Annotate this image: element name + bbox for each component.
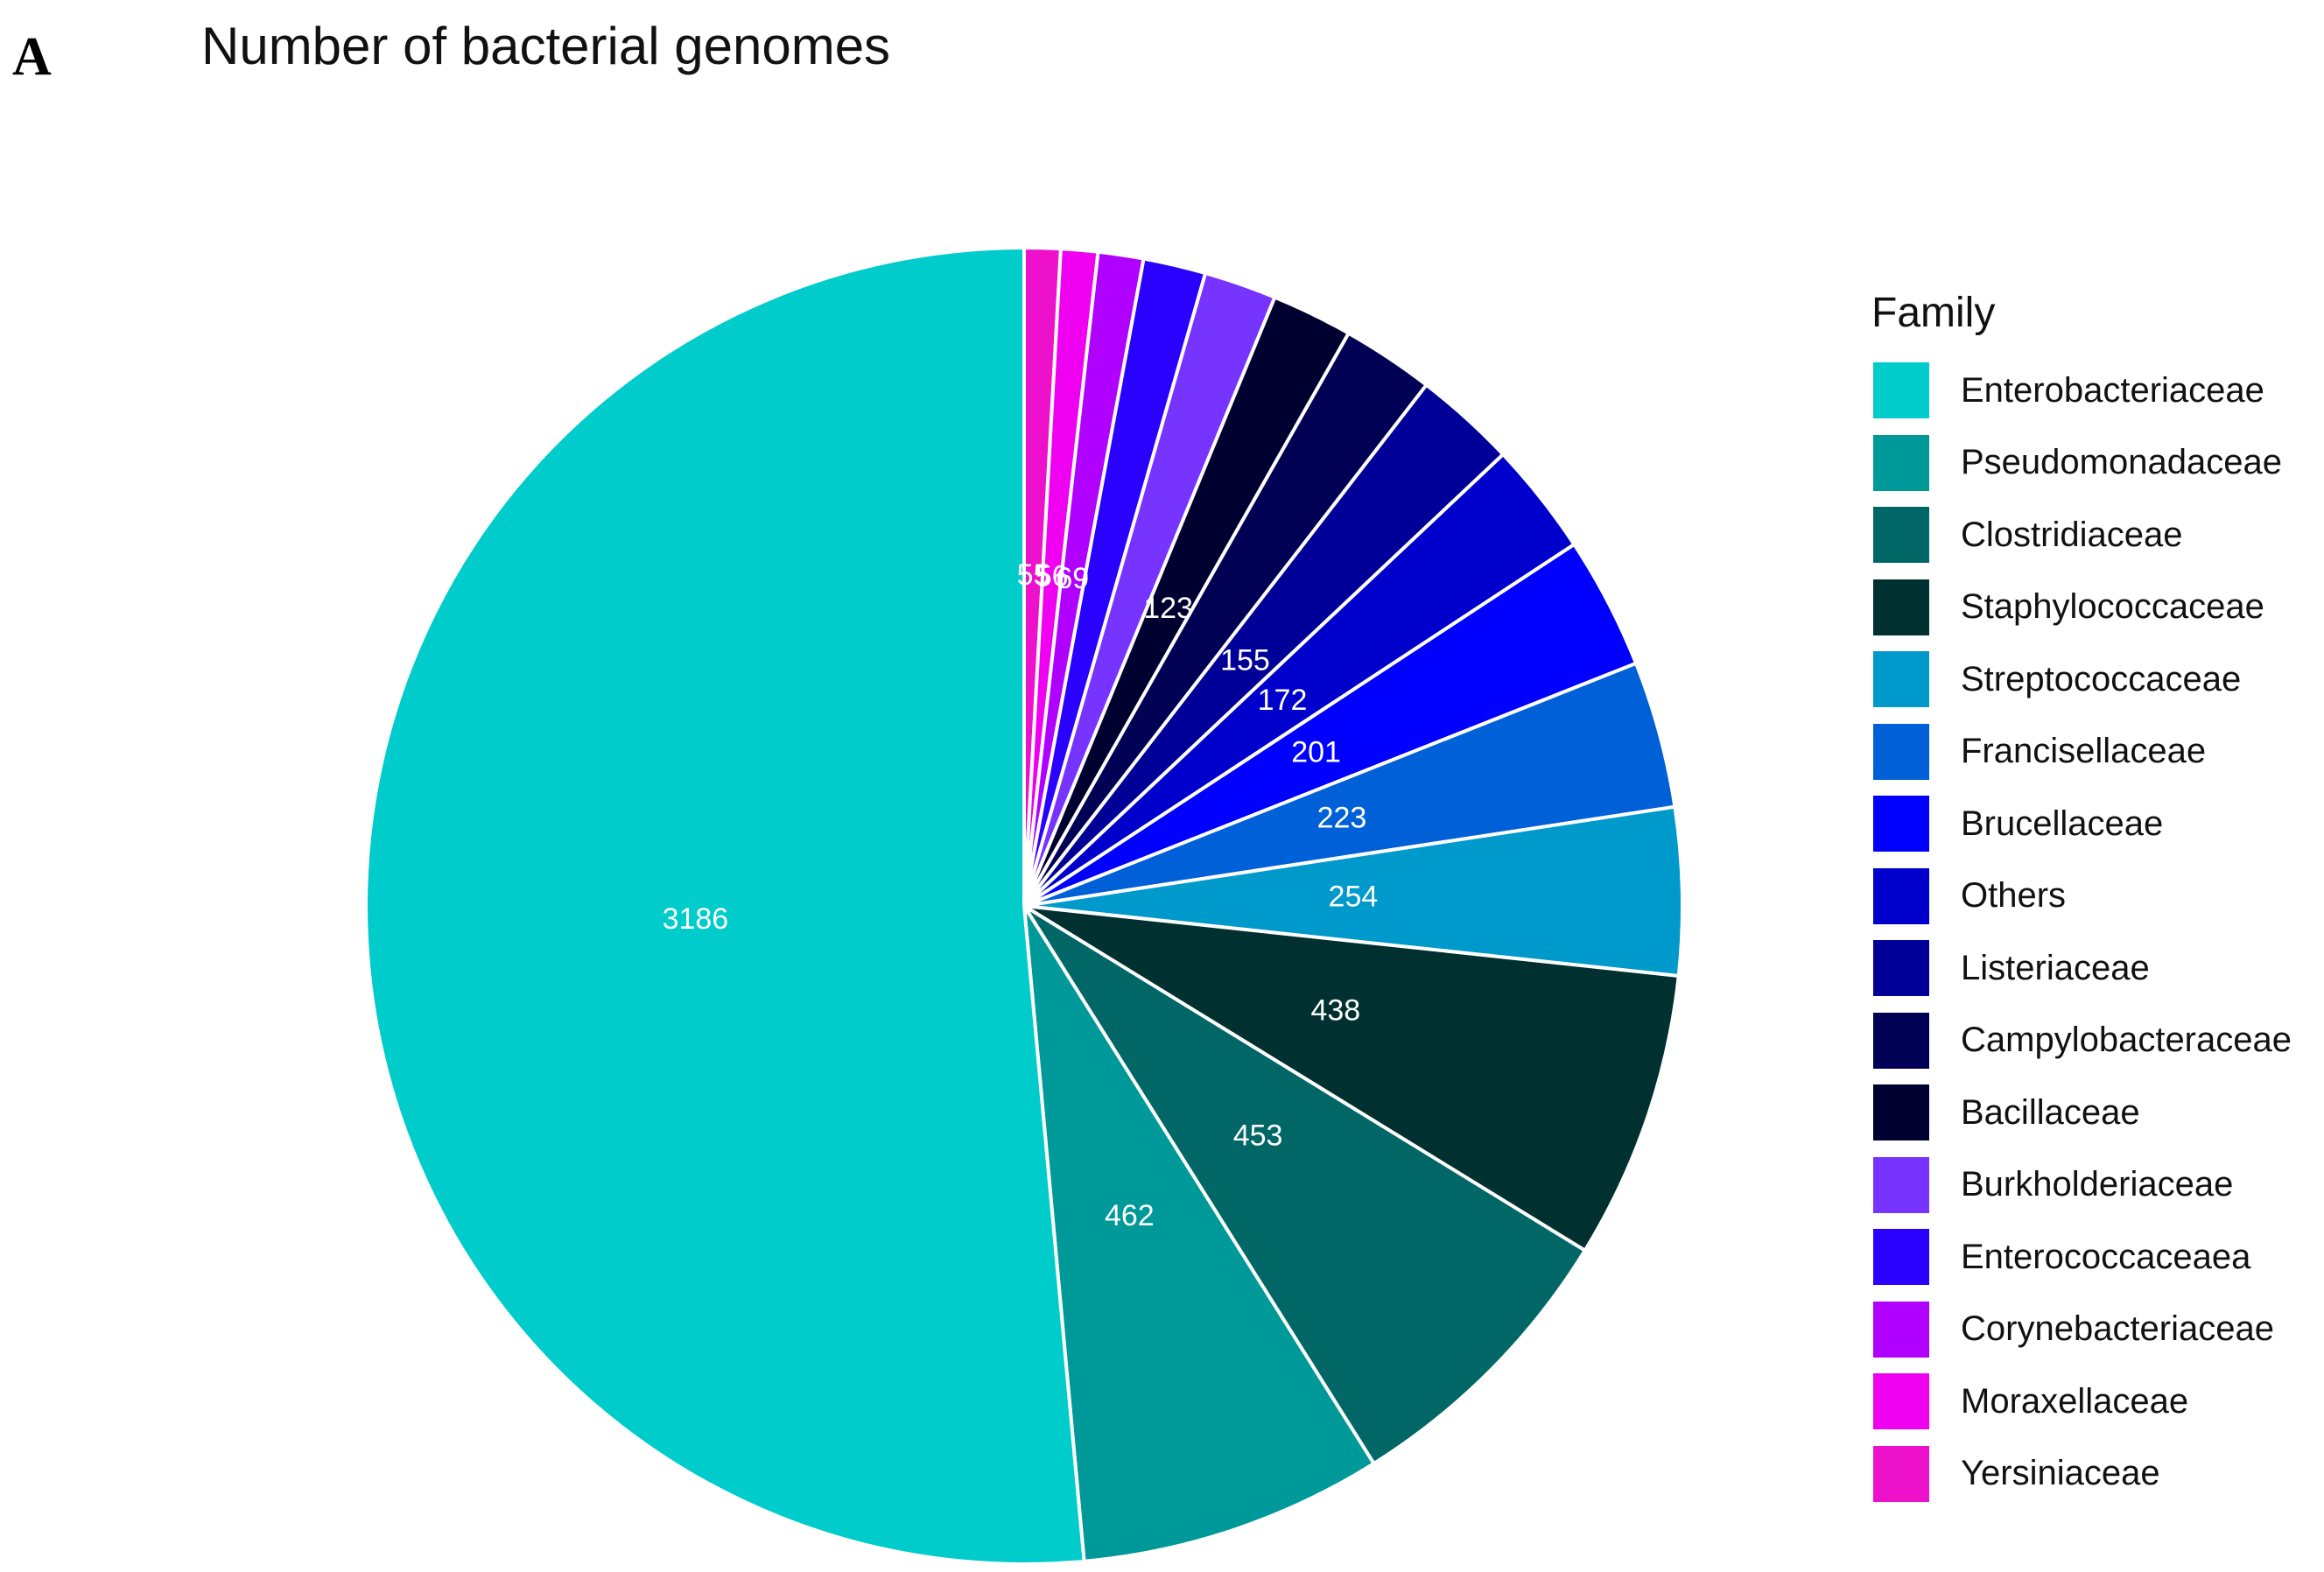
chart-title: Number of bacterial genomes — [201, 17, 891, 75]
slice-label-streptococcaceae: 254 — [1329, 881, 1379, 914]
legend-label: Moraxellaceae — [1961, 1381, 2189, 1421]
legend-item-staphylococcaceae: Staphylococcaceae — [1871, 572, 2292, 644]
legend-label: Pseudomonadaceae — [1961, 443, 2282, 482]
legend-label: Burkholderiaceae — [1961, 1165, 2234, 1204]
legend-swatch — [1871, 1083, 1931, 1143]
legend-swatch — [1871, 577, 1931, 637]
legend-label: Brucellaceae — [1961, 804, 2164, 843]
legend-swatch — [1871, 505, 1931, 565]
legend-item-burkholderiaceae: Burkholderiaceae — [1871, 1149, 2292, 1222]
legend-swatch — [1871, 1227, 1931, 1288]
legend-item-brucellaceae: Brucellaceae — [1871, 788, 2292, 860]
legend-item-francisellaceae: Francisellaceae — [1871, 716, 2292, 789]
legend-swatch — [1871, 361, 1931, 421]
legend-label: Clostridiaceae — [1961, 515, 2183, 554]
legend-swatch — [1871, 1299, 1931, 1359]
slice-label-pseudomonadaceae: 462 — [1105, 1199, 1155, 1232]
legend-label: Corynebacteriaceae — [1961, 1309, 2274, 1349]
legend-items: Enterobacteriaceae Pseudomonadaceae Clostr… — [1871, 354, 2292, 1510]
slice-label-corynebacteriaceae: 69 — [1056, 562, 1089, 595]
pie-slices — [364, 245, 1684, 1566]
legend-swatch — [1871, 721, 1931, 782]
pie-slice-streptococcaceae — [1023, 804, 1684, 979]
legend-swatch — [1871, 794, 1931, 854]
panel-label: A — [12, 27, 52, 87]
legend-item-clostridiaceae: Clostridiaceae — [1871, 499, 2292, 572]
slice-label-bacillaceae: 123 — [1143, 592, 1193, 625]
slice-label-clostridiaceae: 453 — [1233, 1119, 1283, 1153]
legend-item-bacillaceae: Bacillaceae — [1871, 1077, 2292, 1149]
legend-swatch — [1871, 649, 1931, 710]
legend-swatch — [1871, 432, 1931, 493]
legend-swatch — [1871, 1372, 1931, 1432]
legend-item-enterococcaceaea: Enterococcaceaea — [1871, 1221, 2292, 1294]
legend-label: Enterococcaceaea — [1961, 1237, 2251, 1276]
legend-item-corynebacteriaceae: Corynebacteriaceae — [1871, 1294, 2292, 1366]
legend-label: Yersiniaceae — [1961, 1454, 2160, 1493]
slice-label-staphylococcaceae: 438 — [1310, 993, 1360, 1027]
slice-label-moraxellaceae: 56 — [1036, 559, 1069, 593]
legend-label: Francisellaceae — [1961, 732, 2207, 771]
pie-slice-staphylococcaceae — [1022, 904, 1681, 1253]
legend-label: Campylobacteraceae — [1961, 1021, 2292, 1060]
pie-slice-clostridiaceae — [1022, 904, 1588, 1466]
slice-label-enterobacteriaceae: 3186 — [663, 902, 729, 936]
legend-item-streptococcaceae: Streptococcaceae — [1871, 643, 2292, 716]
legend-swatch — [1871, 938, 1931, 999]
legend-label: Bacillaceae — [1961, 1092, 2140, 1132]
legend-label: Listeriaceae — [1961, 948, 2150, 987]
legend-swatch — [1871, 1443, 1931, 1504]
legend-item-pseudomonadaceae: Pseudomonadaceae — [1871, 427, 2292, 500]
slice-label-francisellaceae: 223 — [1317, 802, 1367, 835]
legend-label: Staphylococcaceae — [1961, 587, 2264, 627]
legend-item-enterobacteriaceae: Enterobacteriaceae — [1871, 354, 2292, 427]
slice-label-brucellaceae: 201 — [1291, 736, 1341, 769]
legend-item-moraxellaceae: Moraxellaceae — [1871, 1365, 2292, 1438]
legend-swatch — [1871, 1010, 1931, 1070]
legend: Family Enterobacteriaceae Pseudomonadacea… — [1871, 289, 2292, 1510]
legend-item-others: Others — [1871, 860, 2292, 933]
legend-item-campylobacteraceae: Campylobacteraceae — [1871, 1005, 2292, 1077]
legend-label: Enterobacteriaceae — [1961, 370, 2264, 410]
slice-label-others: 172 — [1258, 684, 1308, 717]
legend-label: Others — [1961, 876, 2067, 916]
pie-slice-enterobacteriaceae — [364, 245, 1086, 1566]
legend-item-yersiniaceae: Yersiniaceae — [1871, 1438, 2292, 1511]
pie-slice-pseudomonadaceae — [1022, 904, 1377, 1564]
legend-swatch — [1871, 866, 1931, 926]
legend-label: Streptococcaceae — [1961, 659, 2242, 698]
legend-swatch — [1871, 1154, 1931, 1215]
slice-label-yersiniaceae: 55 — [1017, 558, 1050, 592]
legend-item-listeriaceae: Listeriaceae — [1871, 932, 2292, 1005]
legend-title: Family — [1871, 290, 1996, 336]
slice-label-listeriaceae: 155 — [1220, 643, 1270, 677]
